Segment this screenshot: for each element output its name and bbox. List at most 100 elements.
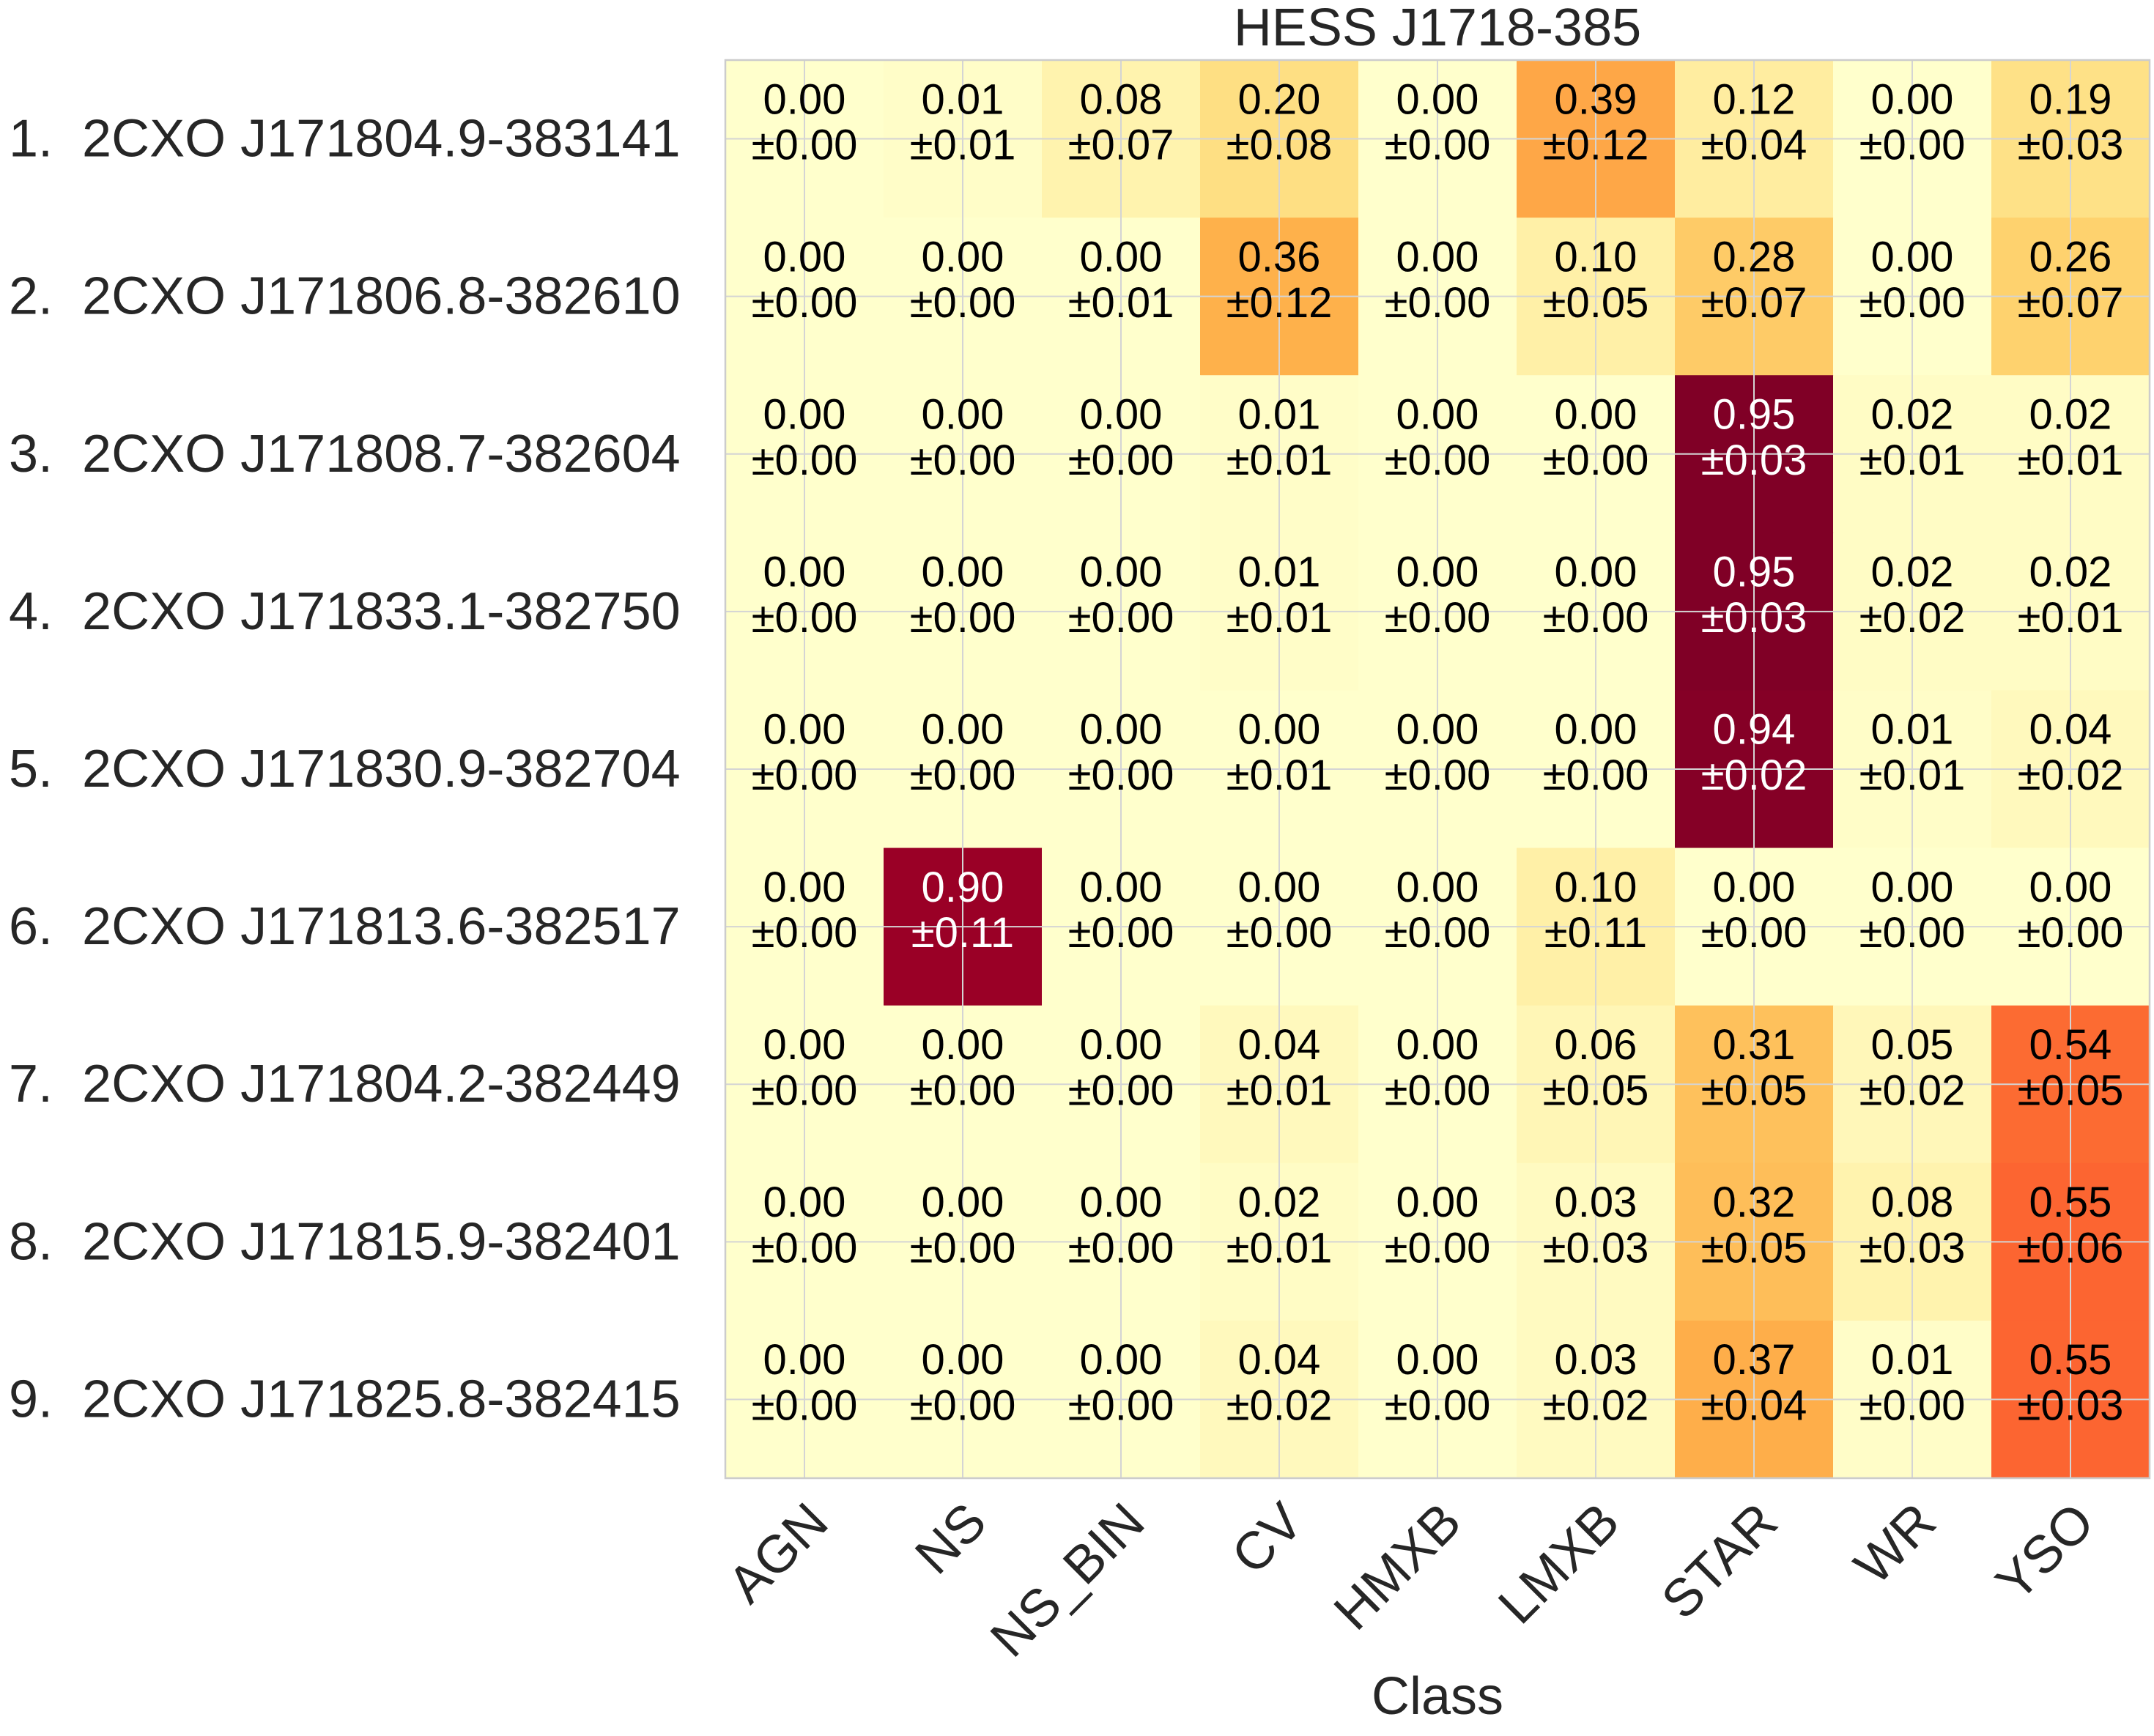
- cell-error-label: ±0.00: [1385, 437, 1491, 484]
- cell-error-label: ±0.01: [1226, 1067, 1333, 1114]
- cell-value-label: 0.02: [1238, 1179, 1321, 1226]
- cell-value-label: 0.00: [1555, 391, 1637, 439]
- cell-error-label: ±0.03: [2018, 1382, 2124, 1430]
- cell-value-label: 0.37: [1713, 1336, 1796, 1384]
- cell-value-label: 0.00: [2029, 864, 2112, 911]
- cell-value-label: 0.00: [1396, 233, 1479, 281]
- cell-error-label: ±0.04: [1701, 1382, 1807, 1430]
- cell-error-label: ±0.00: [1385, 909, 1491, 957]
- cell-error-label: ±0.00: [1068, 1224, 1174, 1272]
- cell-value-label: 0.28: [1713, 233, 1796, 281]
- cell-value-label: 0.00: [1871, 864, 1954, 911]
- cell-value-label: 0.01: [922, 75, 1004, 123]
- gridlines: [725, 60, 2150, 1478]
- cell-error-label: ±0.00: [910, 279, 1016, 327]
- cell-value-label: 0.00: [1080, 1336, 1163, 1384]
- cell-error-label: ±0.00: [752, 594, 858, 642]
- cell-value-label: 0.00: [1871, 75, 1954, 123]
- cell-error-label: ±0.11: [911, 909, 1014, 957]
- cell-value-label: 0.00: [1238, 864, 1321, 911]
- cell-value-label: 0.04: [1238, 1021, 1321, 1069]
- cell-value-label: 0.00: [1396, 549, 1479, 596]
- cell-value-label: 0.00: [1080, 549, 1163, 596]
- cell-value-label: 0.00: [763, 391, 846, 439]
- cell-error-label: ±0.00: [1385, 752, 1491, 799]
- y-tick-label: 7. 2CXO J171804.2-382449: [9, 1055, 681, 1113]
- cell-value-label: 0.04: [1238, 1336, 1321, 1384]
- cell-error-label: ±0.00: [1859, 279, 1966, 327]
- cell-value-label: 0.05: [1871, 1021, 1954, 1069]
- cell-value-label: 0.31: [1713, 1021, 1796, 1069]
- cell-value-label: 0.00: [763, 75, 846, 123]
- cell-error-label: ±0.00: [1068, 437, 1174, 484]
- cell-value-label: 0.00: [1871, 233, 1954, 281]
- cell-value-label: 0.00: [1555, 706, 1637, 754]
- cell-value-label: 0.12: [1713, 75, 1796, 123]
- cell-error-label: ±0.00: [1385, 1067, 1491, 1114]
- cell-error-label: ±0.02: [1859, 594, 1966, 642]
- cell-error-label: ±0.00: [752, 909, 858, 957]
- cell-value-label: 0.03: [1555, 1336, 1637, 1384]
- cell-value-label: 0.00: [1396, 1021, 1479, 1069]
- cell-value-label: 0.00: [922, 391, 1004, 439]
- cell-error-label: ±0.00: [1859, 122, 1966, 169]
- cell-value-label: 0.00: [1396, 864, 1479, 911]
- cell-value-label: 0.02: [1871, 391, 1954, 439]
- cell-error-label: ±0.00: [752, 122, 858, 169]
- cell-error-label: ±0.00: [1068, 752, 1174, 799]
- cell-error-label: ±0.01: [1226, 594, 1333, 642]
- cell-error-label: ±0.00: [752, 1382, 858, 1430]
- cell-labels: 0.00±0.000.01±0.010.08±0.070.20±0.080.00…: [752, 75, 2124, 1429]
- cell-value-label: 0.04: [2029, 706, 2112, 754]
- x-tick-label: STAR: [1651, 1492, 1789, 1631]
- cell-error-label: ±0.00: [1859, 909, 1966, 957]
- cell-error-label: ±0.00: [752, 1224, 858, 1272]
- cell-value-label: 0.00: [763, 1021, 846, 1069]
- cell-error-label: ±0.05: [1701, 1067, 1807, 1114]
- cell-value-label: 0.00: [922, 233, 1004, 281]
- x-tick-label: WR: [1843, 1492, 1947, 1595]
- cell-error-label: ±0.00: [752, 437, 858, 484]
- cell-error-label: ±0.05: [1701, 1224, 1807, 1272]
- cell-error-label: ±0.08: [1226, 122, 1333, 169]
- cell-error-label: ±0.00: [1385, 1382, 1491, 1430]
- cell-value-label: 0.00: [763, 1179, 846, 1226]
- x-tick-label: NS_BIN: [980, 1492, 1155, 1668]
- cell-value-label: 0.00: [1396, 706, 1479, 754]
- cell-value-label: 0.39: [1555, 75, 1637, 123]
- cell-error-label: ±0.00: [752, 279, 858, 327]
- cell-value-label: 0.00: [1713, 864, 1796, 911]
- cell-value-label: 0.55: [2029, 1179, 2112, 1226]
- cell-value-label: 0.26: [2029, 233, 2112, 281]
- x-tick-label: YSO: [1985, 1492, 2105, 1612]
- cell-value-label: 0.08: [1080, 75, 1163, 123]
- cell-error-label: ±0.11: [1544, 909, 1647, 957]
- cell-error-label: ±0.05: [2018, 1067, 2124, 1114]
- cell-error-label: ±0.00: [1068, 1382, 1174, 1430]
- cell-error-label: ±0.01: [1226, 752, 1333, 799]
- cell-error-label: ±0.00: [910, 437, 1016, 484]
- cell-value-label: 0.00: [763, 233, 846, 281]
- cell-error-label: ±0.06: [2018, 1224, 2124, 1272]
- cell-value-label: 0.00: [1080, 1179, 1163, 1226]
- cell-value-label: 0.01: [1238, 391, 1321, 439]
- cell-value-label: 0.02: [1871, 549, 1954, 596]
- cell-value-label: 0.00: [763, 864, 846, 911]
- cell-error-label: ±0.01: [1226, 1224, 1333, 1272]
- cell-value-label: 0.00: [1238, 706, 1321, 754]
- cell-error-label: ±0.01: [2018, 594, 2124, 642]
- cell-value-label: 0.90: [922, 864, 1004, 911]
- cell-value-label: 0.36: [1238, 233, 1321, 281]
- cell-error-label: ±0.00: [1859, 1382, 1966, 1430]
- cell-error-label: ±0.07: [2018, 279, 2124, 327]
- cell-value-label: 0.00: [763, 549, 846, 596]
- cell-value-label: 0.08: [1871, 1179, 1954, 1226]
- cell-value-label: 0.10: [1555, 233, 1637, 281]
- y-tick-label: 8. 2CXO J171815.9-382401: [9, 1212, 681, 1271]
- cell-error-label: ±0.00: [1226, 909, 1333, 957]
- chart-title: HESS J1718-385: [1234, 0, 1641, 57]
- cell-value-label: 0.00: [922, 1336, 1004, 1384]
- cell-error-label: ±0.01: [2018, 437, 2124, 484]
